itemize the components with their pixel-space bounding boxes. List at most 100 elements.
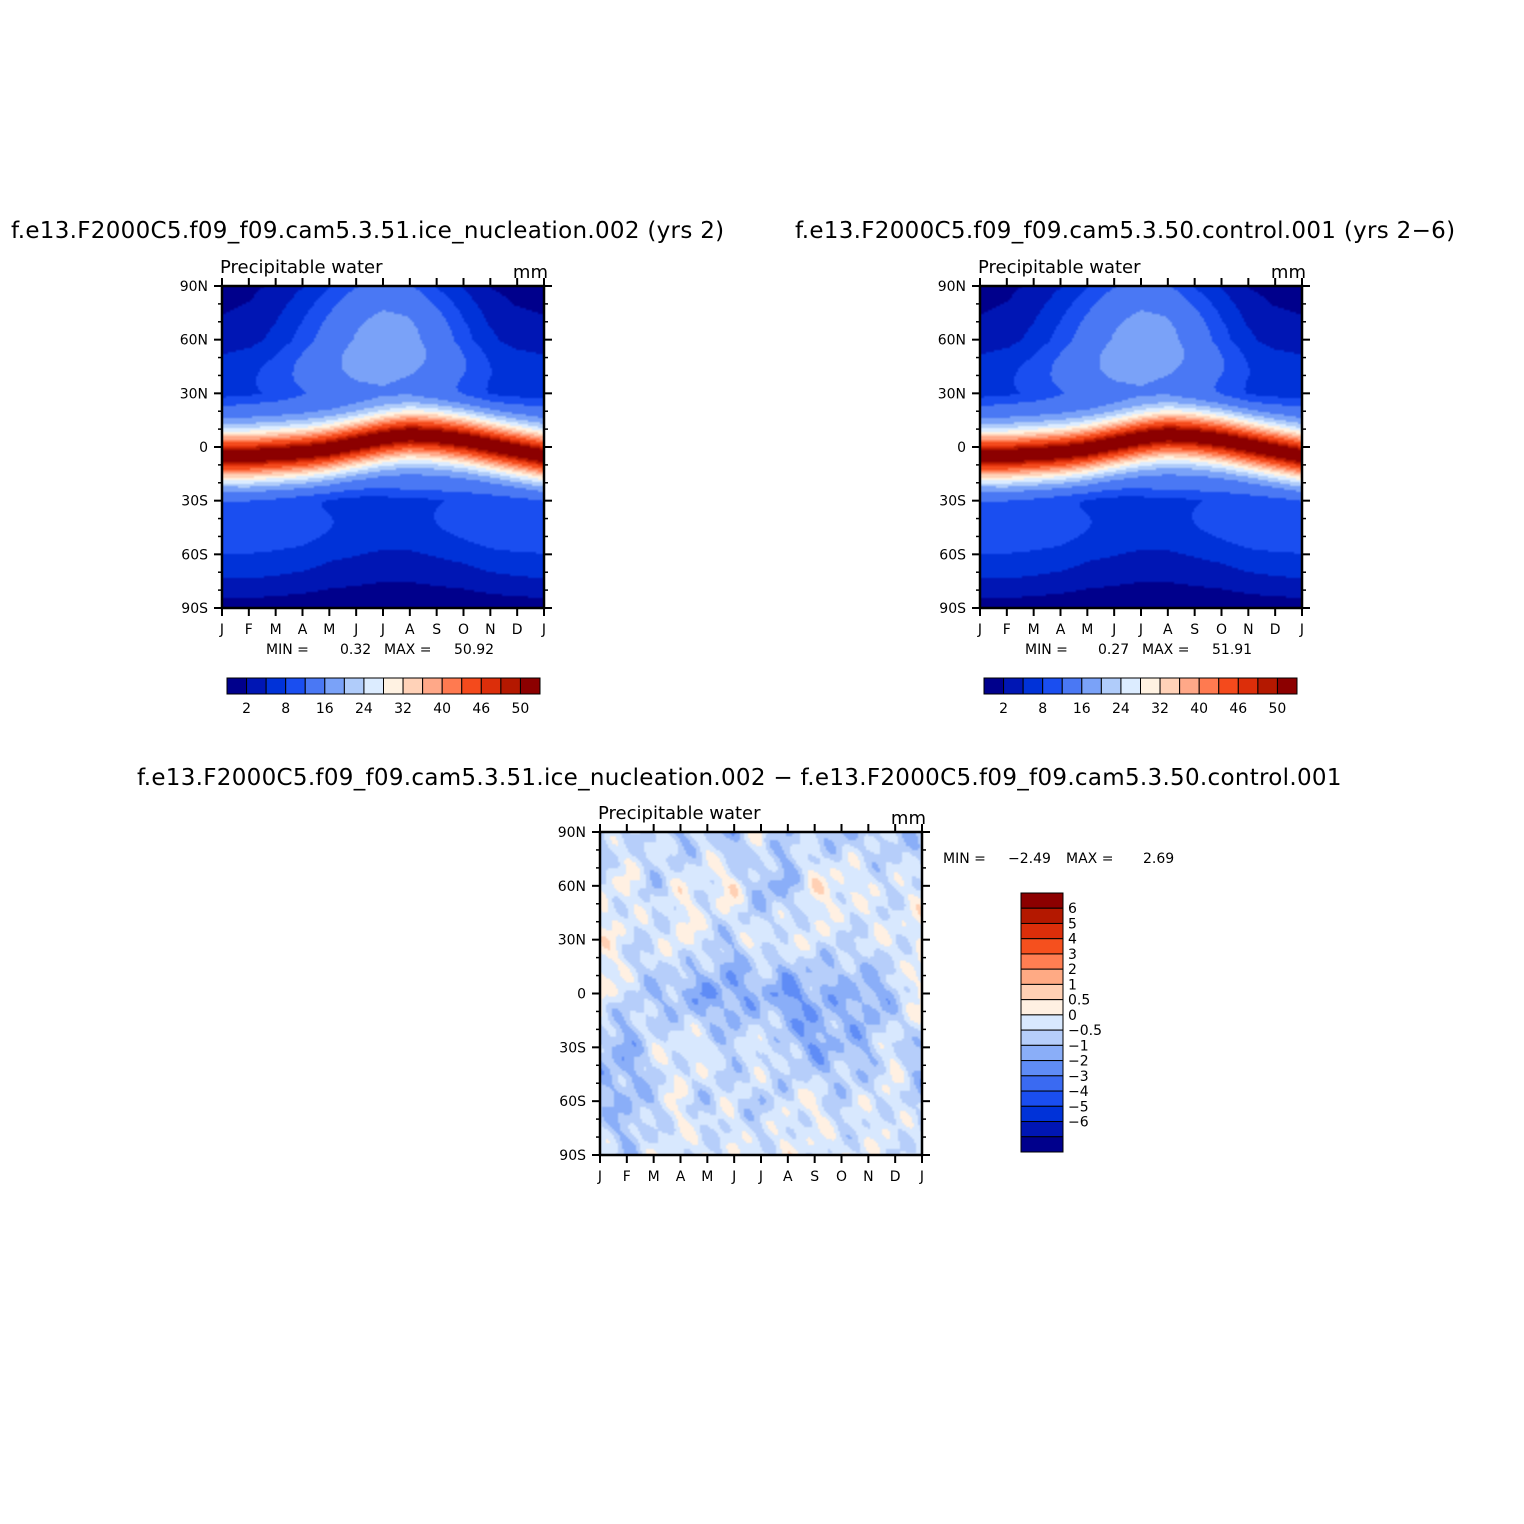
panel3-max-label: MAX = <box>1066 851 1114 867</box>
y-tick-label: 90N <box>180 279 208 295</box>
x-tick-label: J <box>597 1169 602 1185</box>
panel3-max-value: 2.69 <box>1143 851 1175 867</box>
panel1-min-value: 0.32 <box>340 642 372 658</box>
colorbar-swatch <box>1020 907 1064 924</box>
x-tick-label: A <box>783 1169 793 1185</box>
panel3-min-label: MIN = <box>943 851 986 867</box>
x-tick-label: D <box>512 622 523 638</box>
colorbar-label: 24 <box>1112 701 1130 717</box>
y-tick-label: 60N <box>558 879 586 895</box>
y-tick-label: 60S <box>559 1094 586 1110</box>
colorbar-label: 6 <box>1068 901 1077 917</box>
colorbar-swatch <box>1276 677 1298 695</box>
colorbar-label: −0.5 <box>1068 1023 1102 1039</box>
y-tick-label: 30S <box>939 494 966 510</box>
panel3-min-value: −2.49 <box>1008 851 1051 867</box>
colorbar-swatch <box>1020 1029 1064 1046</box>
colorbar-label: 16 <box>316 701 334 717</box>
y-tick-label: 90N <box>938 279 966 295</box>
x-tick-label: F <box>245 622 253 638</box>
x-tick-label: S <box>432 622 441 638</box>
panel3-axes: J F M A M J J A S O N D J90N60N30N030S60S90SPrecipit… <box>558 803 930 1185</box>
colorbar-label: 2 <box>1068 962 1077 978</box>
colorbar-swatch <box>461 677 482 695</box>
colorbar-swatch <box>441 677 463 695</box>
colorbar-swatch <box>519 677 541 695</box>
colorbar-label: 0 <box>1068 1008 1077 1024</box>
colorbar-swatch <box>1020 1136 1064 1153</box>
colorbar-label: −2 <box>1068 1054 1089 1070</box>
y-tick-label: 0 <box>577 987 586 1003</box>
panel1-min-label: MIN = <box>266 642 309 658</box>
colorbar-label: 3 <box>1068 947 1077 963</box>
panel3-units-label: mm <box>891 808 926 829</box>
colorbar-swatch <box>1020 1105 1064 1123</box>
x-tick-label: A <box>676 1169 686 1185</box>
colorbar-swatch <box>1020 922 1064 940</box>
colorbar-swatch <box>1020 968 1064 985</box>
x-tick-label: D <box>890 1169 901 1185</box>
x-tick-label: J <box>731 1169 736 1185</box>
y-tick-label: 0 <box>199 440 208 456</box>
colorbar-label: −4 <box>1068 1084 1089 1100</box>
colorbar-label: −1 <box>1068 1038 1089 1054</box>
panel2-units-label: mm <box>1271 262 1306 283</box>
x-tick-label: J <box>541 622 546 638</box>
x-tick-label: A <box>1056 622 1066 638</box>
colorbar-swatch <box>1020 892 1064 909</box>
y-tick-label: 60S <box>181 547 208 563</box>
colorbar-swatch <box>480 677 502 695</box>
panel2-variable-label: Precipitable water <box>978 257 1141 278</box>
y-tick-label: 60N <box>180 333 208 349</box>
colorbar-swatch <box>1140 677 1161 695</box>
panel2-case-title: f.e13.F2000C5.f09_f09.cam5.3.50.control.… <box>795 218 1456 244</box>
x-tick-label: J <box>1299 622 1304 638</box>
x-tick-label: J <box>380 622 385 638</box>
colorbar-label: 2 <box>242 701 251 717</box>
panel2-max-label: MAX = <box>1142 642 1190 658</box>
x-tick-label: M <box>323 622 335 638</box>
y-tick-label: 90S <box>939 601 966 617</box>
y-tick-label: 60S <box>939 547 966 563</box>
y-tick-label: 90S <box>181 601 208 617</box>
x-tick-label: J <box>353 622 358 638</box>
panel2-colorbar: 2 8 16 24 32 40 46 50 <box>983 677 1298 717</box>
panel3-variable-label: Precipitable water <box>598 803 761 824</box>
y-tick-label: 30N <box>938 386 966 402</box>
colorbar-label: 24 <box>355 701 373 717</box>
colorbar-swatch <box>1179 677 1200 695</box>
colorbar-swatch <box>226 677 248 695</box>
colorbar-swatch <box>402 677 424 695</box>
colorbar-swatch <box>983 677 1005 695</box>
x-tick-label: M <box>1081 622 1093 638</box>
panel2-min-value: 0.27 <box>1098 642 1130 658</box>
y-tick-label: 60N <box>938 333 966 349</box>
panel1-max-label: MAX = <box>384 642 432 658</box>
x-tick-label: F <box>1003 622 1011 638</box>
x-tick-label: S <box>810 1169 819 1185</box>
colorbar-swatch <box>422 677 443 695</box>
panel2-min-label: MIN = <box>1025 642 1068 658</box>
y-tick-label: 90S <box>559 1148 586 1164</box>
colorbar-label: 40 <box>433 701 451 717</box>
colorbar-label: 5 <box>1068 916 1077 932</box>
colorbar-swatch <box>1257 677 1278 695</box>
colorbar-swatch <box>1218 677 1239 695</box>
colorbar-swatch <box>1022 677 1044 695</box>
panel1-max-value: 50.92 <box>454 642 495 658</box>
panel1-colorbar: 2 8 16 24 32 40 46 50 <box>226 677 541 717</box>
colorbar-swatch <box>1042 677 1063 695</box>
colorbar-swatch <box>304 677 326 695</box>
colorbar-swatch <box>1020 1014 1064 1031</box>
colorbar-swatch <box>1020 1090 1064 1107</box>
colorbar-label: 46 <box>1229 701 1247 717</box>
colorbar-label: 8 <box>281 701 290 717</box>
colorbar-swatch <box>1020 1121 1064 1138</box>
y-tick-label: 30N <box>180 386 208 402</box>
colorbar-label: 2 <box>999 701 1008 717</box>
y-tick-label: 0 <box>957 440 966 456</box>
x-tick-label: J <box>1138 622 1143 638</box>
panel3-case-title: f.e13.F2000C5.f09_f09.cam5.3.51.ice_nucl… <box>137 765 1342 791</box>
colorbar-swatch <box>1159 677 1181 695</box>
